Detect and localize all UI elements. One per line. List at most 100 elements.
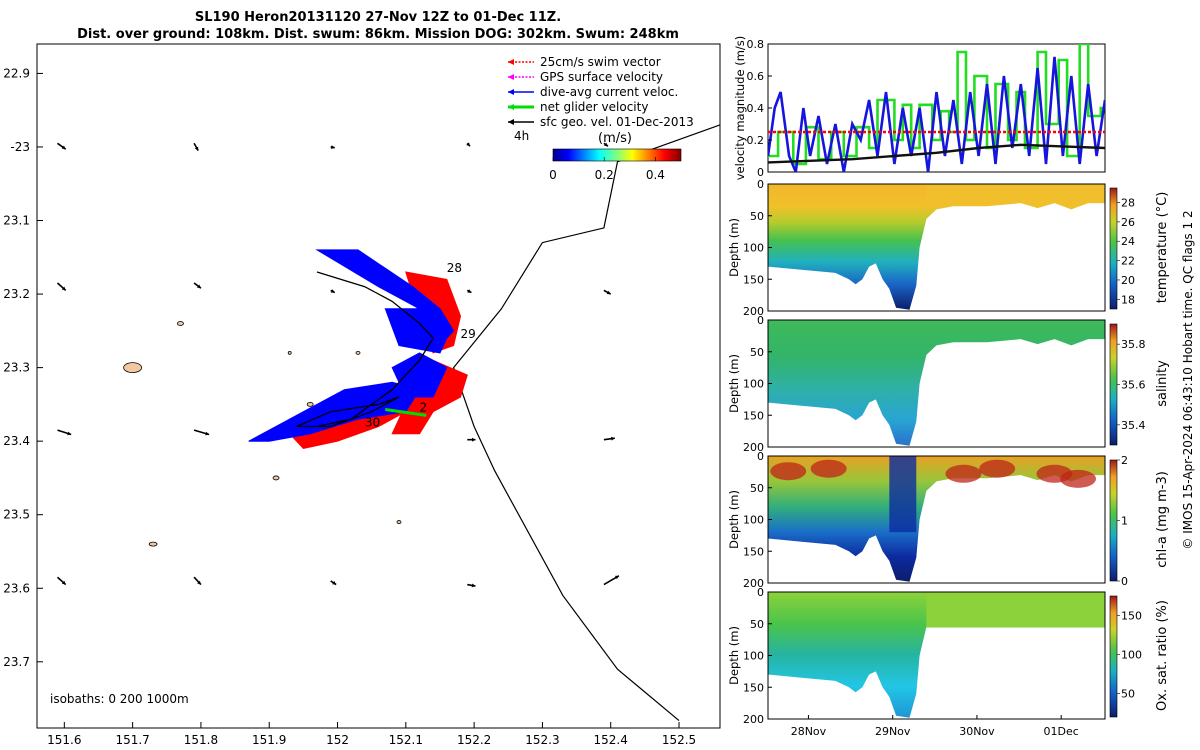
section-temperature: 0 50 100 150 200 Depth (m) 18 20 22 24 26 28 tempera… [727, 178, 1170, 318]
day-marker-label: 28 [447, 261, 462, 275]
depth-tick-label: 150 [743, 545, 764, 558]
warm-surface-layer [926, 184, 1105, 204]
section-data-field [768, 184, 1105, 310]
colorbar-tick-label: 1 [1121, 515, 1128, 528]
depth-axis-label: Depth (m) [727, 490, 741, 549]
map-xtick-label: 151.9 [252, 733, 286, 747]
reef [272, 475, 280, 481]
depth-tick-label: 0 [757, 586, 764, 599]
legend-arrow-head [508, 104, 514, 110]
map-ytick-label: 22.9 [3, 66, 30, 80]
time-tick-label: 28Nov [791, 725, 827, 738]
colorbar-tick-label: 0.2 [595, 168, 614, 182]
map-ytick-label: 23.2 [3, 287, 30, 301]
reef [177, 321, 184, 326]
section-data-field [768, 592, 1105, 718]
reef [396, 520, 402, 524]
colorbar-label: temperature (°C) [1155, 192, 1170, 304]
velocity-ylabel: velocity magnitude (m/s) [733, 36, 747, 181]
legend-arrow-head [508, 119, 514, 125]
colorbar-tick-label: 22 [1121, 255, 1135, 268]
geo-arrow-head [61, 286, 66, 291]
low-chl-column [889, 456, 917, 533]
geo-arrow-head [466, 142, 471, 147]
depth-tick-label: 200 [743, 305, 764, 318]
legend-arrow-head [508, 74, 514, 80]
colorbar-tick-label: 35.4 [1121, 419, 1146, 432]
time-tick-label: 29Nov [875, 725, 911, 738]
depth-axis-label: Depth (m) [727, 354, 741, 413]
legend-arrow-head [508, 89, 514, 95]
depth-tick-label: 50 [750, 618, 764, 631]
velocity-ytick-label: 0.2 [747, 134, 765, 147]
velocity-series-black [768, 143, 1105, 164]
reef [355, 351, 361, 355]
depth-tick-label: 0 [757, 314, 764, 327]
depth-axis-label: Depth (m) [727, 218, 741, 277]
section-data-field [768, 456, 1105, 582]
velocity-ytick-label: 0.4 [747, 102, 765, 115]
depth-tick-label: 150 [743, 409, 764, 422]
section-salinity: 0 50 100 150 200 Depth (m) 35.4 35.6 35.8 salinit… [727, 314, 1170, 454]
depth-tick-label: 50 [750, 346, 764, 359]
map-ytick-label: -23 [10, 140, 30, 154]
glider-track [296, 271, 434, 428]
high-chl-patch [1060, 469, 1097, 488]
colorbar-tick-label: 0 [1121, 575, 1128, 588]
geo-arrow-head [332, 581, 337, 585]
geo-arrow-head [614, 575, 619, 580]
section-data-field [768, 320, 1105, 446]
depth-axis-label: Depth (m) [727, 626, 741, 685]
geo-arrow-head [61, 580, 66, 585]
geo-arrow-head [471, 583, 476, 588]
geo-arrow-head [197, 580, 201, 585]
day-marker-label: 2 [419, 401, 427, 415]
day-marker-label: 30 [365, 415, 380, 429]
geo-arrow-head [471, 437, 476, 442]
day-marker-label: 29 [460, 327, 475, 341]
map-xtick-label: 151.8 [184, 733, 218, 747]
map-ytick-label: 23.3 [3, 361, 30, 375]
map-ytick-label: 23.5 [3, 508, 30, 522]
colorbar-tick-label: 0.4 [646, 168, 665, 182]
high-chl-patch [945, 464, 982, 483]
geo-arrow-head [330, 145, 335, 149]
legend-label: net glider velocity [540, 100, 648, 114]
depth-tick-label: 200 [743, 713, 764, 726]
depth-tick-label: 50 [750, 210, 764, 223]
colorbar-unit-label: (m/s) [598, 131, 632, 146]
section-colorbar [1109, 187, 1118, 310]
depth-tick-label: 0 [757, 450, 764, 463]
colorbar-tick-label: 20 [1121, 274, 1135, 287]
colorbar-label: salinity [1155, 360, 1170, 407]
map-xtick-label: 151.7 [115, 733, 149, 747]
colorbar-tick-label: 2 [1121, 454, 1128, 467]
section-colorbar [1109, 323, 1118, 446]
geo-arrow-head [606, 290, 611, 295]
figure-title-line2: Dist. over ground: 108km. Dist. swum: 86… [77, 27, 679, 42]
geo-arrow-head [330, 289, 335, 293]
colorbar-tick-label: 35.6 [1121, 379, 1146, 392]
depth-tick-label: 50 [750, 482, 764, 495]
coastline [452, 124, 720, 722]
geo-arrow-head [67, 431, 72, 436]
swim-vectors [288, 411, 407, 450]
high-chl-patch [810, 459, 847, 478]
geo-arrow-head [205, 431, 210, 436]
section-colorbar [1109, 459, 1118, 582]
depth-tick-label: 200 [743, 441, 764, 454]
map-xtick-label: 152.4 [594, 733, 628, 747]
time-tick-label: 30Nov [959, 725, 995, 738]
map-ytick-label: 23.7 [3, 655, 30, 669]
geo-arrow-head [604, 142, 608, 147]
map-xtick-label: 152.1 [389, 733, 423, 747]
reef [123, 362, 143, 374]
surface-oxygen-layer [926, 592, 1105, 628]
colorbar-tick-label: 35.8 [1121, 338, 1146, 351]
speed-colorbar [552, 148, 682, 162]
time-tick-label: 01Dec [1044, 725, 1079, 738]
depth-tick-label: 150 [743, 273, 764, 286]
colorbar-label: chl-a (mg m-3) [1155, 471, 1170, 568]
